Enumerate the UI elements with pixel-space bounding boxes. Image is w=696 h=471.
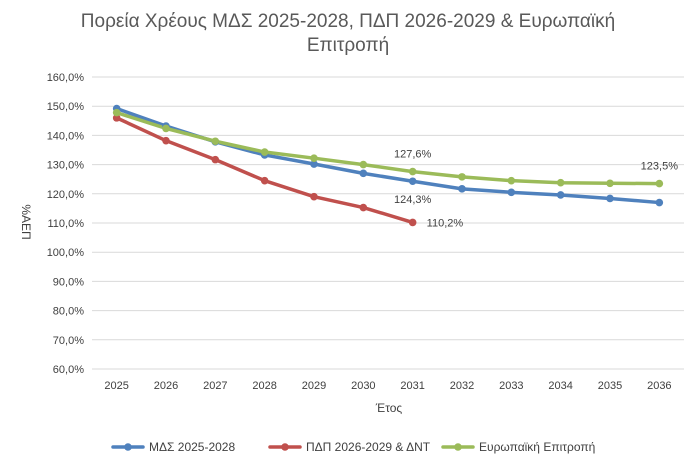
y-tick-label: 110,0%: [48, 218, 85, 230]
data-point: [162, 136, 170, 145]
data-point: [507, 188, 516, 197]
data-point: [606, 179, 614, 188]
y-tick-label: 140,0%: [47, 130, 85, 142]
data-point: [162, 124, 170, 133]
y-tick-label: 60,0%: [53, 364, 84, 376]
series-line-3: [114, 110, 662, 186]
x-tick-label: 2033: [499, 380, 523, 392]
data-label: 123,5%: [641, 161, 679, 173]
y-tick-label: 80,0%: [53, 306, 84, 318]
data-point: [310, 192, 318, 201]
y-tick-label: 120,0%: [47, 189, 85, 201]
y-axis-title: %ΑΕΠ: [19, 204, 33, 239]
series-line-1: [114, 106, 662, 205]
legend-marker: [281, 443, 289, 451]
data-point: [112, 108, 121, 117]
x-axis-ticks: 2025 2026 2027 2028 2029 2030 2031 2032 2033 2034…: [104, 380, 671, 392]
x-tick-label: 2030: [351, 380, 375, 392]
y-axis-ticks: 60,0% 70,0% 80,0% 90,0% 100,0% 110,0% 120,0% 13…: [47, 72, 85, 376]
chart-title-line-1: Πορεία Χρέους ΜΔΣ 2025-2028, ΠΔΠ 2026-20…: [80, 11, 616, 32]
data-point: [211, 155, 220, 164]
legend-marker: [124, 443, 132, 451]
y-tick-label: 90,0%: [53, 276, 84, 288]
data-point: [112, 114, 121, 122]
series-lines: [114, 106, 662, 225]
data-label: 127,6%: [394, 149, 432, 161]
x-tick-label: 2029: [302, 380, 326, 392]
legend-label: ΠΔΠ 2026-2029 & ΔΝΤ: [306, 440, 431, 454]
data-point: [655, 179, 664, 188]
data-point: [556, 178, 565, 187]
chart-title-line-2: Επιτροπή: [306, 35, 390, 56]
gridlines: [92, 76, 684, 370]
legend-marker: [454, 443, 462, 451]
legend: ΜΔΣ 2025-2028 ΠΔΠ 2026-2029 & ΔΝΤ Ευρωπαϊκ…: [111, 440, 595, 454]
x-tick-label: 2036: [647, 380, 671, 392]
y-tick-label: 160,0%: [47, 72, 85, 84]
data-point: [507, 176, 516, 185]
x-tick-label: 2032: [450, 380, 474, 392]
data-label: 110,2%: [427, 217, 464, 229]
data-point: [408, 167, 417, 176]
data-label: 124,3%: [394, 194, 432, 206]
legend-label: Ευρωπαϊκή Επιτροπή: [479, 440, 595, 454]
x-tick-label: 2026: [154, 380, 178, 392]
y-tick-label: 70,0%: [53, 335, 84, 347]
series-markers: [112, 104, 664, 227]
data-point: [655, 198, 664, 207]
x-axis-title: Έτος: [375, 401, 403, 415]
x-tick-label: 2027: [203, 380, 227, 392]
data-point: [408, 218, 417, 227]
data-point: [606, 194, 614, 203]
data-point: [310, 154, 318, 162]
data-point: [260, 148, 269, 156]
data-point: [359, 169, 368, 178]
data-point: [408, 177, 417, 186]
data-point: [458, 173, 466, 181]
x-tick-label: 2028: [252, 380, 276, 392]
legend-label: ΜΔΣ 2025-2028: [149, 440, 235, 454]
data-point: [458, 185, 466, 193]
x-tick-label: 2031: [400, 380, 424, 392]
series-line-2: [114, 116, 415, 225]
x-tick-label: 2034: [548, 380, 572, 392]
data-labels: 127,6% 124,3% 110,2% 123,5%: [394, 149, 678, 230]
data-point: [310, 160, 318, 168]
y-tick-label: 150,0%: [47, 101, 85, 113]
y-tick-label: 130,0%: [47, 160, 85, 172]
x-tick-label: 2035: [598, 380, 622, 392]
x-tick-label: 2025: [104, 380, 128, 392]
data-point: [211, 137, 220, 146]
data-point: [556, 191, 565, 199]
data-point: [359, 203, 368, 212]
data-point: [260, 176, 269, 185]
y-tick-label: 100,0%: [47, 247, 85, 259]
data-point: [359, 160, 368, 169]
